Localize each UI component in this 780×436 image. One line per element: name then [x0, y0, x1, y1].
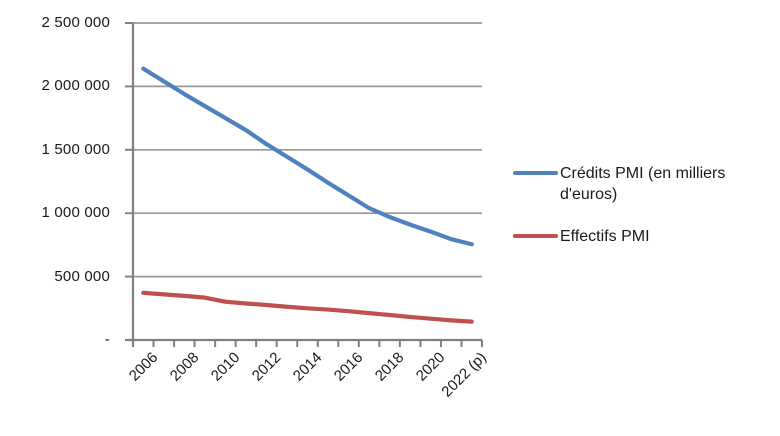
legend-label: Crédits PMI (en milliers d'euros)	[560, 165, 726, 203]
gridlines	[133, 22, 482, 278]
y-axis-label: -	[104, 331, 110, 348]
y-axis-label: 2 500 000	[41, 14, 110, 31]
legend: Crédits PMI (en milliers d'euros) Effecti…	[513, 163, 775, 268]
y-axis-label: 2 000 000	[41, 77, 110, 95]
series-line-1	[141, 290, 474, 324]
legend-label: Effectifs PMI	[560, 228, 650, 245]
axis-ticks	[125, 22, 483, 347]
legend-line-swatch	[513, 171, 558, 175]
axes	[125, 23, 482, 347]
legend-line-swatch	[513, 234, 558, 238]
y-axis-label: 1 000 000	[41, 204, 110, 222]
y-axis-label: 1 500 000	[41, 140, 110, 158]
series-lines	[141, 66, 474, 324]
legend-item: Crédits PMI (en milliers d'euros)	[513, 163, 775, 205]
legend-item: Effectifs PMI	[513, 226, 775, 247]
y-axis-label: 500 000	[54, 267, 110, 285]
series-line-0	[141, 66, 474, 247]
